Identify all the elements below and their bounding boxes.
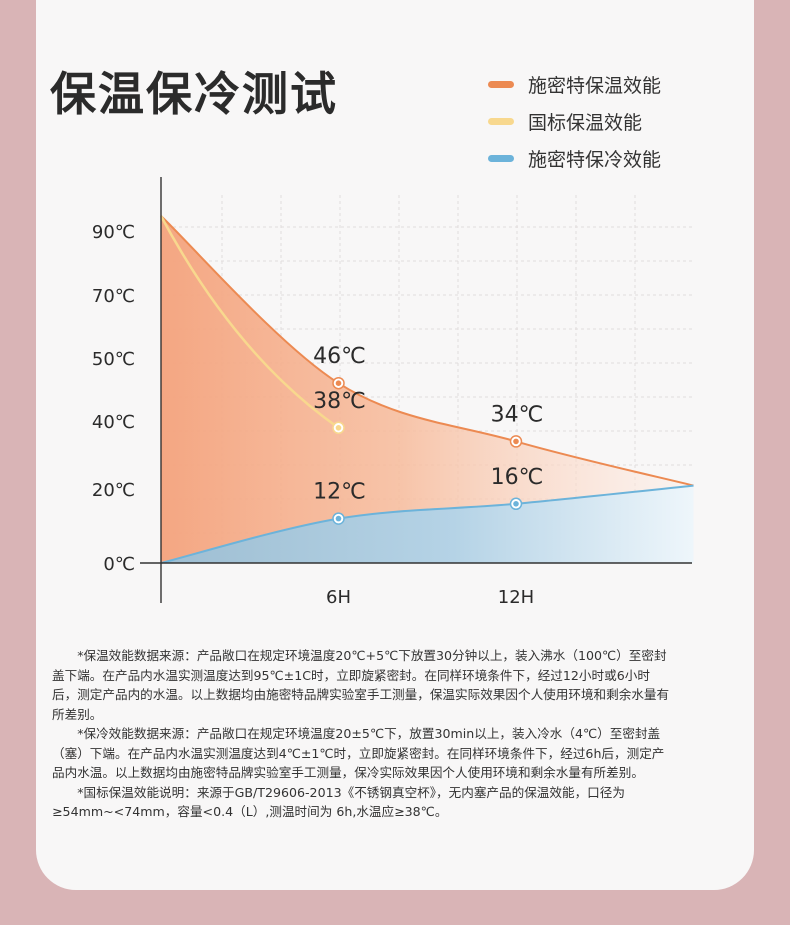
data-label: 34℃ bbox=[491, 402, 544, 427]
data-point-dot bbox=[335, 515, 342, 522]
area-seamless-hot bbox=[161, 216, 694, 563]
y-tick-label: 40℃ bbox=[92, 412, 135, 433]
y-tick-label: 70℃ bbox=[92, 286, 135, 307]
line-seamless-hot bbox=[160, 215, 694, 487]
series-areas bbox=[161, 216, 694, 563]
note-national-std: *国标保温效能说明：来源于GB/T29606-2013《不锈钢真空杯》，无内塞产… bbox=[52, 784, 625, 820]
y-tick-label: 0℃ bbox=[103, 554, 135, 575]
data-point-dot bbox=[513, 501, 519, 507]
data-label: 46℃ bbox=[313, 344, 366, 369]
y-tick-label: 50℃ bbox=[92, 349, 135, 370]
y-tick-label: 20℃ bbox=[92, 480, 135, 501]
legend-swatch bbox=[488, 118, 514, 125]
data-label: 16℃ bbox=[491, 465, 544, 490]
legend-label: 国标保温效能 bbox=[528, 112, 643, 134]
data-source-notes: *保温效能数据来源：产品敞口在规定环境温度20℃+5℃下放置30分钟以上，装入沸… bbox=[52, 646, 672, 822]
data-label: 38℃ bbox=[313, 389, 366, 414]
line-seamless-cold bbox=[160, 484, 694, 564]
line-national-std bbox=[159, 215, 340, 429]
data-markers bbox=[332, 376, 523, 525]
chart-title: 保温保冷测试 bbox=[50, 67, 338, 121]
series-lines bbox=[159, 215, 694, 564]
note-cold-source: *保冷效能数据来源：产品敞口在规定环境温度20±5℃下，放置30min以上，装入… bbox=[52, 726, 665, 780]
data-point-dot bbox=[335, 380, 342, 387]
legend-item-national-std: 国标保温效能 bbox=[488, 103, 661, 140]
legend-swatch bbox=[488, 81, 514, 88]
note-hot-source: *保温效能数据来源：产品敞口在规定环境温度20℃+5℃下放置30分钟以上，装入沸… bbox=[52, 648, 670, 722]
data-labels: 46℃ 34℃ 38℃ 12℃ 16℃ bbox=[313, 344, 543, 504]
legend-label: 施密特保温效能 bbox=[528, 75, 662, 97]
chart-legend: 施密特保温效能 国标保温效能 施密特保冷效能 bbox=[488, 66, 661, 177]
axes: 0℃ 20℃ 40℃ 50℃ 70℃ 90℃ 6H 12H bbox=[92, 177, 692, 608]
area-seamless-cold bbox=[161, 485, 694, 563]
x-tick-label: 6H bbox=[326, 587, 351, 608]
x-tick-label: 12H bbox=[498, 587, 534, 608]
legend-item-seamless-hot: 施密特保温效能 bbox=[488, 66, 661, 103]
data-point-dot bbox=[335, 425, 342, 431]
y-tick-label: 90℃ bbox=[92, 222, 135, 243]
data-point-dot bbox=[513, 438, 519, 445]
legend-swatch bbox=[488, 155, 514, 162]
legend-label: 施密特保冷效能 bbox=[528, 149, 662, 171]
data-label: 12℃ bbox=[313, 480, 366, 505]
legend-item-seamless-cold: 施密特保冷效能 bbox=[488, 140, 661, 177]
temperature-chart: 0℃ 20℃ 40℃ 50℃ 70℃ 90℃ 6H 12H 46℃ 34℃ 38℃ 12℃ 16℃ bbox=[92, 177, 694, 608]
